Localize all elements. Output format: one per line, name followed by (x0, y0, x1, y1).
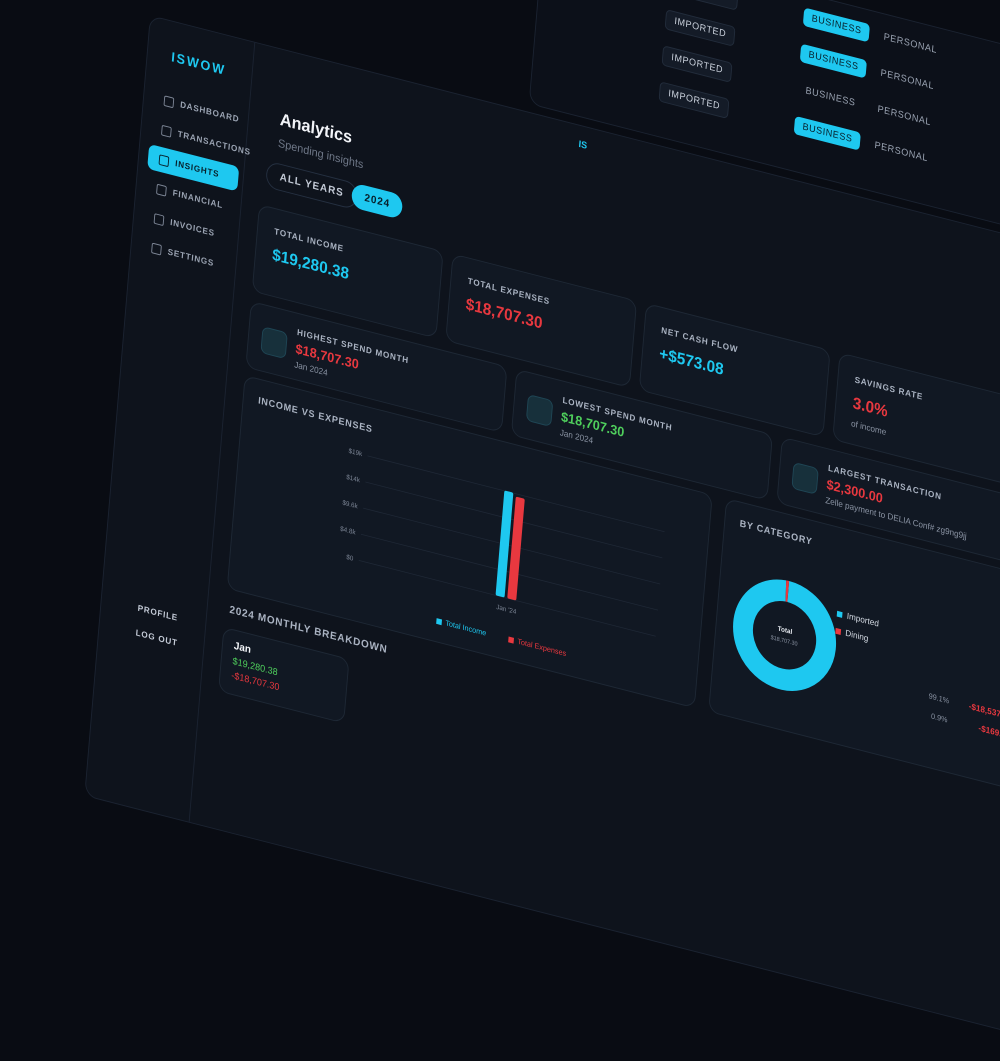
chart-title: INCOME VS EXPENSES (258, 394, 373, 434)
percent-label: 99.1% (928, 691, 949, 705)
y-tick-label: $14k (346, 474, 361, 485)
nav-icon (153, 213, 165, 227)
tab[interactable]: PERSONAL (874, 140, 929, 165)
tab[interactable]: BUSINESS (799, 43, 868, 79)
tab[interactable]: PERSONAL (880, 67, 935, 92)
donut-segment (733, 579, 837, 691)
tag: IS (578, 139, 588, 152)
source-pill: IMPORTED (658, 81, 730, 120)
amount-label: -$169.54 (978, 723, 1000, 741)
legend-swatch (436, 618, 443, 626)
legend-label: Total Income (445, 618, 487, 637)
logo: ISWOW (170, 48, 227, 78)
legend-swatch (835, 627, 842, 635)
chart-title: BY CATEGORY (739, 517, 813, 547)
card-value: +$573.08 (658, 344, 725, 379)
nav-icon (156, 183, 167, 197)
tab[interactable]: BUSINESS (802, 7, 871, 43)
bar (495, 490, 514, 598)
source-pill: IMPORTED (661, 45, 733, 83)
source-pill: IMPORTED (664, 9, 736, 47)
bar (507, 496, 525, 601)
card-value: 3.0% (852, 393, 889, 421)
legend-swatch (836, 610, 843, 618)
legend-label: Dining (845, 627, 869, 643)
grid-line (367, 455, 665, 533)
y-tick-label: $9.6k (342, 500, 359, 511)
month-name: Jan (233, 640, 252, 656)
grid-line (358, 559, 656, 637)
amount-label: -$18,537.76 (968, 701, 1000, 722)
nav-icon (163, 95, 175, 109)
tab[interactable]: BUSINESS (793, 115, 862, 151)
nav-icon (158, 154, 170, 168)
card-icon (791, 461, 819, 495)
y-tick-label: $0 (346, 554, 354, 563)
legend-swatch (508, 636, 515, 644)
y-tick-label: $4.8k (340, 526, 357, 537)
percent-label: 0.9% (931, 711, 948, 724)
x-tick-label: Jan '24 (496, 604, 517, 616)
dashboard: IMPORTED BUSINESS PERSONAL IMPORTED BUSINESS… (84, 0, 1000, 1061)
card-icon (525, 394, 554, 428)
card-icon (260, 326, 288, 360)
y-tick-label: $19k (348, 448, 363, 459)
legend-label: Total Expenses (517, 637, 567, 659)
legend-label: Imported (846, 610, 879, 628)
donut-segment (785, 580, 790, 602)
tab[interactable]: PERSONAL (877, 104, 932, 129)
page: IMPORTED BUSINESS PERSONAL IMPORTED BUSINESS… (84, 0, 1000, 1061)
nav-icon (161, 124, 172, 138)
nav-icon (151, 242, 162, 256)
tab[interactable]: BUSINESS (805, 85, 856, 109)
card-note: of income (850, 418, 887, 437)
center-value: $18,707.30 (770, 635, 797, 648)
filter-button[interactable]: 2024 (350, 182, 404, 221)
filter-button[interactable]: ALL YEARS (265, 160, 359, 211)
center-label: Total (777, 625, 792, 636)
tab[interactable]: PERSONAL (883, 31, 938, 56)
sidebar: ISWOW DASHBOARD TRANSACTIONS INSIGHTS FINAN… (85, 16, 256, 822)
source-pill: IMPORTED (667, 0, 739, 11)
